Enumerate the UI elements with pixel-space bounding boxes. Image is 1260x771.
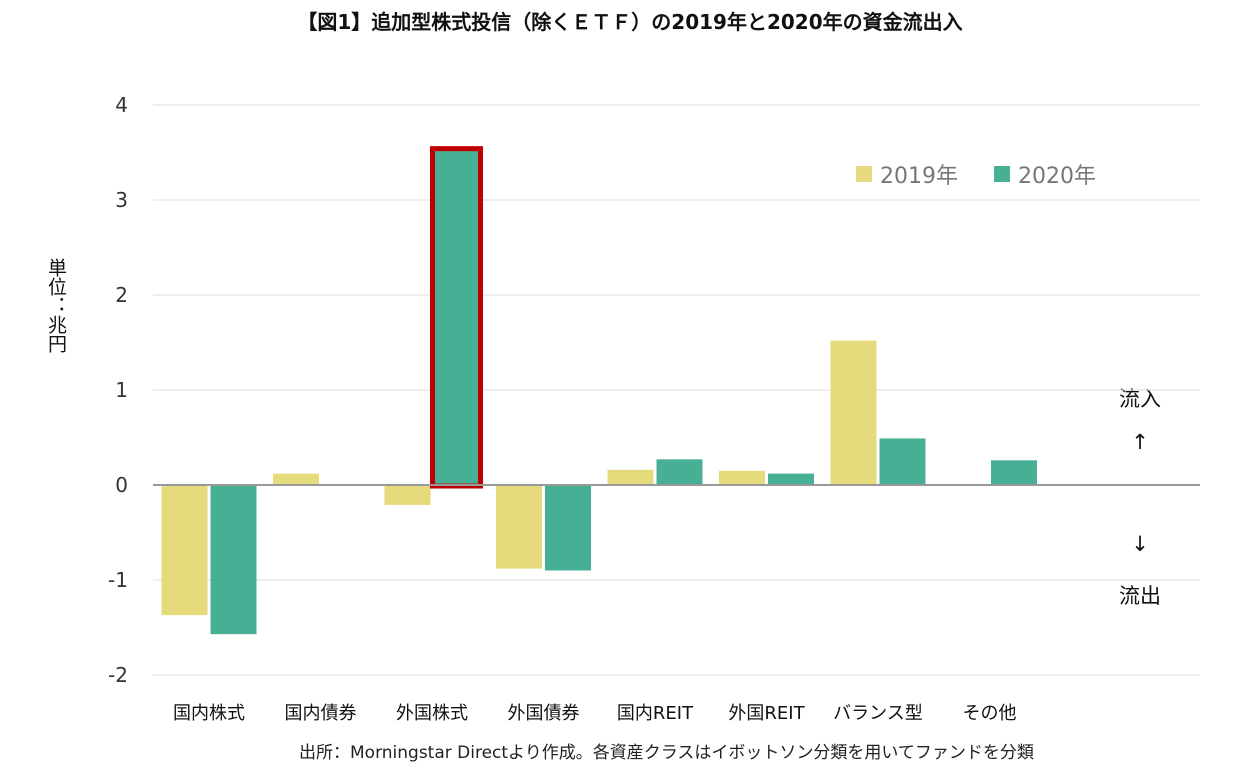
bar-2019 xyxy=(607,469,654,485)
x-tick-label: その他 xyxy=(963,703,1017,724)
source-note: 出所：Morningstar Directより作成。各資産クラスはイボットソン分… xyxy=(299,743,1034,763)
bar-2019 xyxy=(719,470,765,485)
bar-2020 xyxy=(545,485,591,571)
y-tick-label: 1 xyxy=(115,378,128,402)
legend-item-2020: 2020年 xyxy=(994,158,1096,190)
bar-2020 xyxy=(879,438,926,485)
bar-2020 xyxy=(656,459,703,485)
legend-label-2019: 2019年 xyxy=(880,164,958,189)
legend-label-2020: 2020年 xyxy=(1018,164,1096,189)
bar-2019 xyxy=(273,473,319,485)
x-tick-label: 国内株式 xyxy=(173,703,245,724)
legend-item-2019: 2019年 xyxy=(856,158,958,190)
bar-2019 xyxy=(830,340,877,485)
bar-2020 xyxy=(768,473,814,485)
inflow-label: 流入 xyxy=(1119,387,1161,411)
y-tick-label: 4 xyxy=(115,93,128,117)
bar-2019 xyxy=(496,485,542,569)
x-tick-label: 外国債券 xyxy=(508,703,580,724)
outflow-label: 流出 xyxy=(1119,584,1161,608)
chart-title: 【図1】追加型株式投信（除くＥＴＦ）の2019年と2020年の資金流出入 xyxy=(297,10,963,34)
bar-2019 xyxy=(161,485,208,616)
bar-2019 xyxy=(384,485,431,505)
x-tick-label: 外国REIT xyxy=(728,703,805,724)
x-tick-label: 国内債券 xyxy=(285,703,357,724)
legend-swatch-2019 xyxy=(856,166,872,182)
y-tick-label: 0 xyxy=(115,473,128,497)
y-tick-label: -2 xyxy=(108,663,128,687)
bar-2020 xyxy=(433,149,480,485)
bar-2020 xyxy=(991,460,1037,485)
x-tick-label: バランス型 xyxy=(833,703,923,724)
outflow-arrow: ↓ xyxy=(1131,532,1149,556)
x-tick-label: 国内REIT xyxy=(617,703,694,724)
y-tick-label: -1 xyxy=(108,568,128,592)
y-tick-label: 2 xyxy=(115,283,128,307)
x-tick-label: 外国株式 xyxy=(396,703,468,724)
inflow-arrow: ↑ xyxy=(1131,430,1149,454)
legend-swatch-2020 xyxy=(994,166,1010,182)
y-axis-unit-label: 単位：兆円 xyxy=(45,258,67,353)
legend: 2019年 2020年 xyxy=(856,158,1122,190)
bar-2020 xyxy=(210,485,257,635)
y-tick-label: 3 xyxy=(115,188,128,212)
